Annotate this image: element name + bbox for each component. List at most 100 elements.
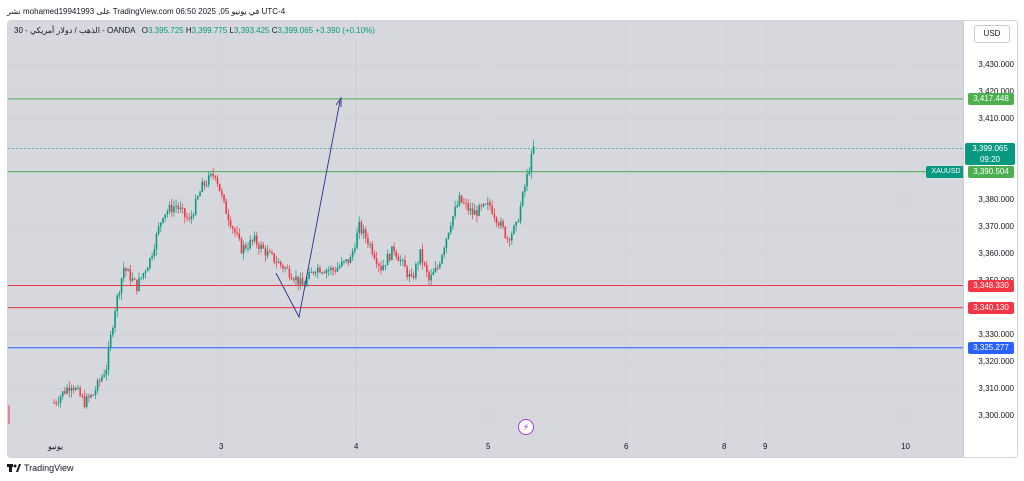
candle-body: [229, 220, 232, 227]
lightning-icon[interactable]: ⚡︎: [518, 419, 534, 435]
candle-body: [279, 261, 282, 266]
candle-body: [221, 191, 223, 195]
candle-body: [445, 238, 448, 249]
candle-body: [247, 248, 249, 250]
candle-body: [378, 263, 380, 266]
price-tick-label: 3,410.000: [978, 114, 1014, 123]
candle-body: [415, 264, 417, 278]
candle-body: [207, 175, 210, 185]
candle-body: [286, 267, 289, 269]
candle-body: [306, 278, 308, 286]
candle-body: [473, 210, 476, 215]
candle-body: [489, 202, 491, 206]
candle-body: [441, 254, 443, 264]
candle-body: [103, 374, 105, 377]
candle-body: [463, 202, 465, 204]
chart-frame[interactable]: 30 - الذهب / دولار أمريكي - OANDA O3,395…: [7, 20, 1018, 458]
candle-body: [170, 205, 173, 213]
chart-plot-area[interactable]: 30 - الذهب / دولار أمريكي - OANDA O3,395…: [8, 21, 963, 457]
candle-body: [275, 262, 278, 264]
candle-body: [406, 267, 408, 277]
candle-body: [142, 273, 145, 278]
candle-body: [138, 278, 140, 291]
candle-body: [513, 225, 515, 234]
candle-body: [330, 268, 332, 270]
candle-body: [214, 176, 217, 178]
candle-body: [508, 238, 511, 241]
candle-body: [53, 402, 55, 404]
candle-body: [98, 380, 101, 382]
tradingview-logo[interactable]: TradingView: [7, 463, 74, 473]
price-axis[interactable]: USD 3,430.000 3,420.000 3,410.000 3,380.000…: [963, 21, 1017, 457]
time-label: 10: [901, 442, 910, 451]
candle-body: [504, 226, 507, 238]
candle-body: [90, 394, 92, 398]
candle-body: [59, 396, 62, 403]
candle-body: [129, 269, 132, 281]
candle-body: [81, 395, 84, 397]
candle-body: [349, 256, 352, 264]
candle-body: [79, 387, 81, 396]
open-value: 3,395.725: [148, 26, 184, 35]
candle-body: [188, 218, 190, 220]
candle-body: [288, 268, 291, 278]
time-label: 4: [354, 442, 359, 451]
candle-body: [242, 244, 245, 254]
candle-body: [216, 177, 219, 184]
candle-body: [64, 391, 66, 394]
candle-body: [371, 244, 374, 254]
candle-body: [290, 277, 293, 280]
candle-body: [395, 251, 398, 257]
candle-body: [397, 256, 400, 262]
candle-body: [273, 253, 275, 263]
candle-body: [105, 369, 108, 375]
candle-body: [519, 205, 522, 222]
candle-body: [500, 221, 502, 226]
candle-body: [428, 272, 430, 281]
candle-body: [149, 258, 151, 268]
candle-body: [345, 259, 347, 261]
candle-body: [471, 208, 474, 215]
candle-body: [190, 216, 193, 219]
price-tick-label: 3,360.000: [978, 249, 1014, 258]
time-label: 3: [219, 442, 224, 451]
candle-body: [109, 335, 112, 348]
candle-body: [61, 391, 64, 397]
candle-body: [356, 232, 358, 249]
candle-body: [284, 267, 286, 269]
candle-body: [478, 205, 480, 216]
candle-body: [487, 202, 489, 205]
candle-body: [360, 221, 363, 234]
currency-button[interactable]: USD: [974, 25, 1010, 43]
symbol-title[interactable]: 30 - الذهب / دولار أمريكي - OANDA: [14, 26, 136, 35]
candle-body: [125, 267, 127, 271]
candle-body: [201, 181, 204, 193]
candle-body: [116, 295, 119, 312]
candle-body: [517, 221, 520, 223]
candle-body: [112, 327, 114, 336]
candle-body: [262, 244, 265, 249]
candle-body: [249, 240, 251, 249]
candle-body: [277, 261, 280, 263]
candle-body: [367, 238, 369, 245]
price-tick-label: 3,320.000: [978, 357, 1014, 366]
tradingview-logo-icon: [7, 464, 21, 472]
candle-body: [234, 228, 236, 233]
candle-body: [96, 380, 99, 391]
candle-body: [160, 222, 162, 227]
arrow-head: [335, 96, 342, 107]
current-price-value: 3,399.065: [972, 143, 1008, 153]
candle-body: [388, 254, 391, 261]
candle-body: [271, 251, 273, 254]
candle-body: [251, 240, 254, 242]
candle-body: [362, 229, 365, 234]
open-label: O: [141, 26, 148, 35]
chart-canvas[interactable]: [8, 21, 963, 457]
low-label: L: [229, 26, 234, 35]
candle-body: [245, 244, 247, 249]
candle-body: [92, 394, 95, 396]
close-label: C: [271, 26, 278, 35]
candle-body: [526, 174, 528, 187]
candle-body: [218, 183, 221, 192]
candle-body: [70, 387, 73, 391]
